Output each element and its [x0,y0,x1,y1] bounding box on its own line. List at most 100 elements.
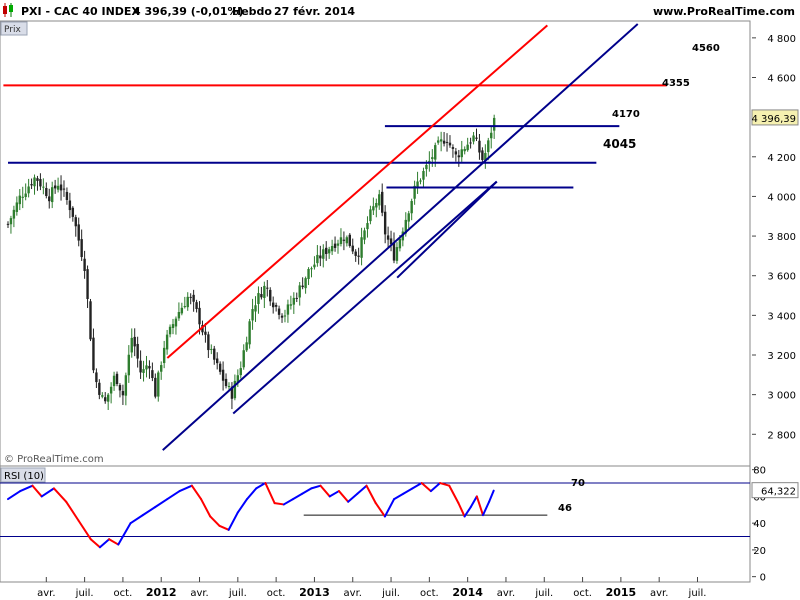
price-bar-body [148,366,151,369]
price-bar-body [98,382,101,395]
rsi-segment [98,538,111,549]
rsi-segment [7,490,22,501]
x-tick-label: juil. [688,588,707,599]
rsi-segment [439,482,451,487]
price-bar-body [162,347,166,364]
rsi-segment [337,490,350,503]
rsi-segment [374,502,386,518]
price-bar-body [487,140,490,153]
price-bar-body [56,185,60,190]
price-bar-body [481,150,484,160]
price-bar-body [115,373,119,385]
price-bar-body [204,331,207,335]
instrument-name: PXI - CAC 40 INDEX [21,5,140,18]
price-bar-body [325,247,328,255]
price-bar-body [118,384,122,391]
price-bar-body [322,249,325,259]
rsi-segment [129,514,144,525]
x-tick-label: juil. [75,588,94,599]
header-date: 27 févr. 2014 [274,5,355,18]
rsi-segment [420,482,432,493]
price-bar-body [127,354,131,376]
price-bar-body [216,358,219,364]
price-bar-body [89,301,92,340]
price-bar-body [298,285,301,298]
price-bar-body [183,306,186,308]
price-bar-body [269,289,272,302]
price-bar-body [210,348,213,350]
price-bar-body [260,294,263,298]
price-bar-body [83,258,86,271]
rsi-segment [255,482,267,490]
price-bar-body [330,245,334,252]
rsi-segment [19,484,34,493]
price-bar-body [71,207,75,217]
rsi-segment [356,484,368,495]
rsi-y-tick-label: 0 [760,573,766,584]
rsi-panel-tab[interactable] [0,467,46,483]
price-bar-body [86,269,89,299]
price-y-tick-label: 3 200 [767,351,796,362]
rsi-segment [463,506,472,518]
trend-line-4 [166,24,548,359]
price-bar-body [304,278,307,289]
price-bar-body [74,217,77,227]
price-bar-body [168,326,172,335]
price-bar-body [439,139,443,142]
last-price-label: 4 396,39 [751,114,796,125]
price-bar-body [463,149,466,152]
rsi-segment [448,484,460,505]
price-bar-body [472,135,475,142]
rsi-segment [31,484,43,498]
price-bar-body [227,386,231,388]
rsi-y-tick-label: 80 [753,466,766,477]
time-x-axis: avr. juil. oct. 2012 avr. juil. oct. 2013 avr. ju… [37,577,706,599]
price-bar-body [263,285,266,298]
price-bar-body [407,213,410,222]
price-y-axis: 2 800 3 000 3 200 3 400 3 600 3 800 4 000 4 200… [751,34,799,441]
price-bar-body [451,147,455,149]
rsi-y-tick-label: 20 [753,546,766,557]
price-bar-body [177,312,181,319]
rsi-annotation: 46 [558,503,572,514]
rsi-segment [469,495,478,509]
price-bar-body [239,368,242,376]
price-bar-body [165,334,169,350]
trend-line-6 [232,180,498,415]
price-bar-body [372,206,375,211]
price-y-tick-label: 4 200 [767,153,796,164]
rsi-segment [365,484,377,505]
price-bar-body [133,336,136,347]
price-bar-body [266,287,269,289]
rsi-segment [475,495,484,517]
price-bar-body [354,251,357,256]
price-bar-body [48,196,51,202]
price-bar-body [436,140,440,143]
price-y-tick-label: 4 000 [767,192,796,203]
price-bar-body [363,230,366,240]
price-bar-body [174,318,178,327]
x-tick-label: avr. [497,588,515,599]
price-bar-body [431,157,434,160]
price-bar-body [9,218,13,225]
price-bar-body [277,308,281,315]
price-bar-body [180,307,184,314]
price-bar-body [274,305,278,307]
price-bar-body [15,202,19,212]
price-bar-body [333,243,337,248]
level-annotation-4560: 4560 [692,43,720,54]
rsi-segment [40,487,55,498]
price-bar-body [195,302,198,310]
rsi-segment [328,490,340,498]
rsi-segment [209,515,221,527]
price-bar-body [186,296,189,308]
x-tick-label: 2012 [146,586,177,599]
price-bar-body [484,153,487,161]
price-panel-tab[interactable] [0,21,28,36]
x-tick-label: 2014 [452,586,483,599]
price-bar-body [151,370,154,379]
price-bar-body [369,209,372,222]
price-bar-body [27,186,30,194]
price-bar-body [230,386,234,399]
